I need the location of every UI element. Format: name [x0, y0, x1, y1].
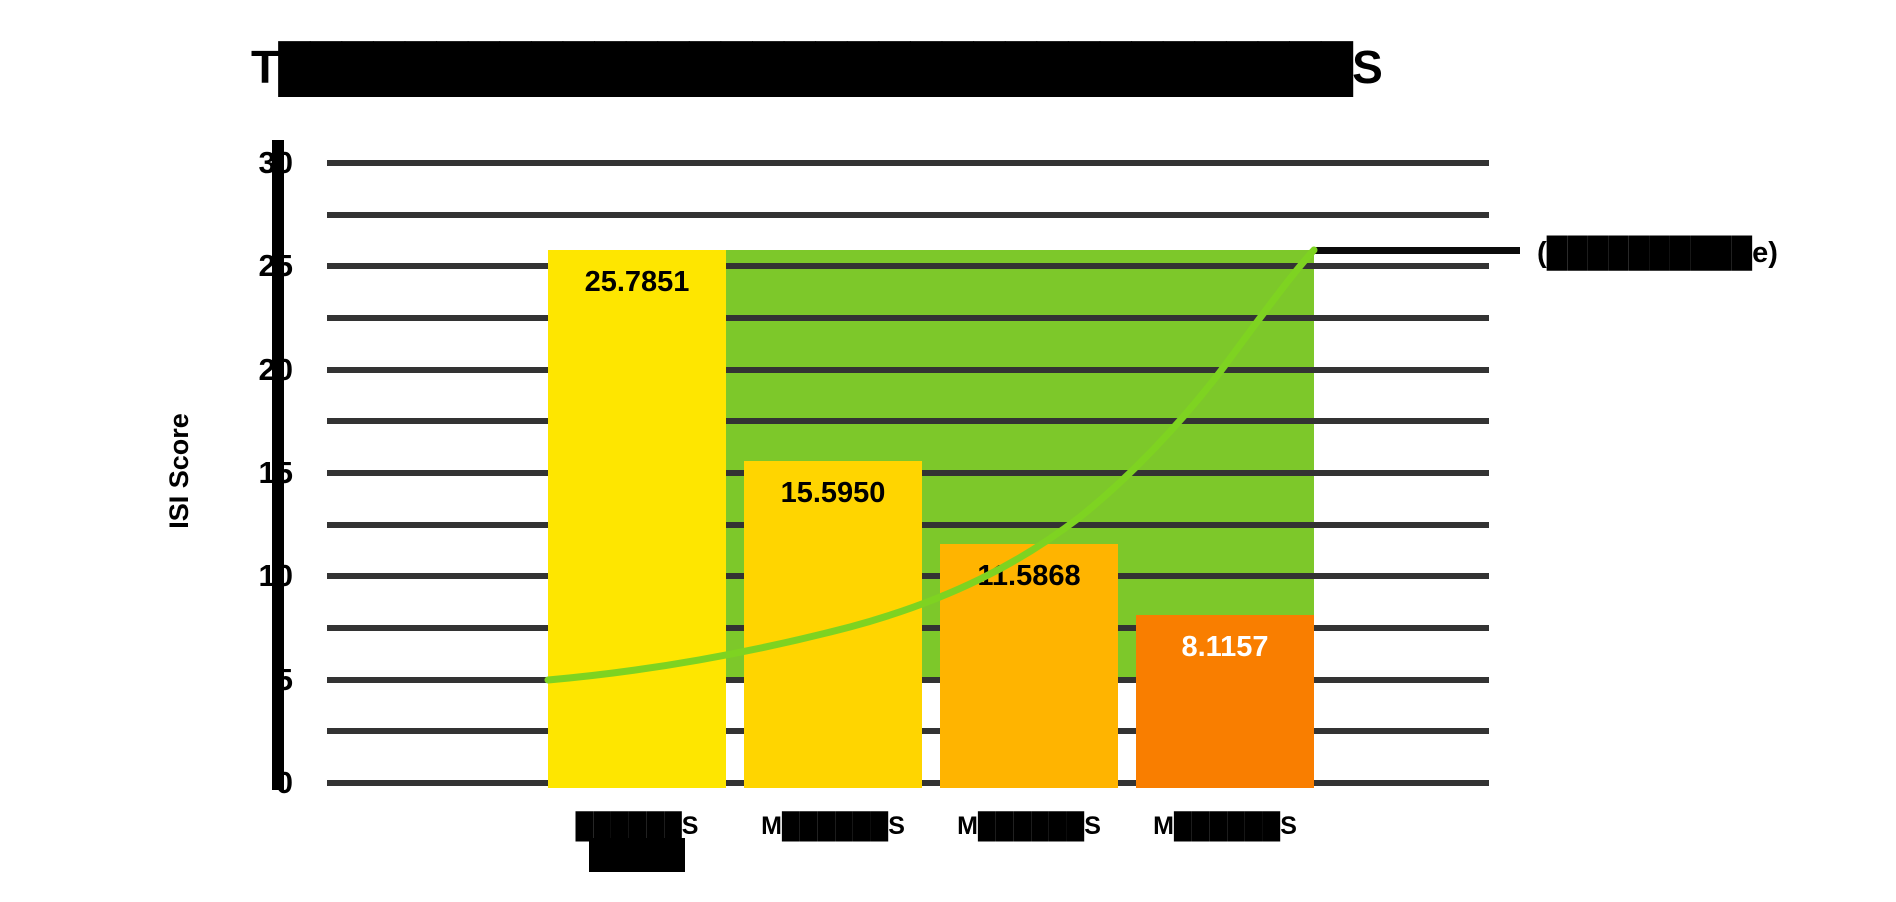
bar-value-label: 25.7851 — [584, 266, 690, 299]
bar-value-label: 11.5868 — [977, 559, 1081, 592]
bar-value-label: 8.1157 — [1181, 631, 1269, 664]
gridline — [327, 263, 1489, 270]
reference-line — [1314, 247, 1520, 254]
bar: 8.1157 — [1136, 615, 1314, 788]
gridline — [327, 160, 1489, 166]
x-tick-label: ██████S — [575, 812, 699, 840]
y-axis-line — [272, 140, 284, 790]
y-axis-title: ISI Score — [164, 413, 194, 529]
x-tick-label: M██████S — [1153, 812, 1297, 840]
bar: 15.5950 — [744, 460, 922, 788]
bar-value-label: 15.5950 — [780, 476, 886, 509]
bar: 25.7851 — [548, 250, 726, 788]
x-tick-label: M██████S — [761, 812, 905, 840]
chart-title: T██████████████████████████████████S — [251, 41, 1383, 93]
legend-label: (██████████e) — [1537, 237, 1778, 269]
gridline — [327, 315, 1489, 321]
gridline — [327, 366, 1489, 373]
gridline — [327, 418, 1489, 425]
x-label-redaction-box — [589, 838, 685, 872]
bar: 11.5868 — [940, 543, 1118, 788]
x-tick-label: M██████S — [957, 812, 1101, 840]
gridline — [327, 211, 1489, 218]
